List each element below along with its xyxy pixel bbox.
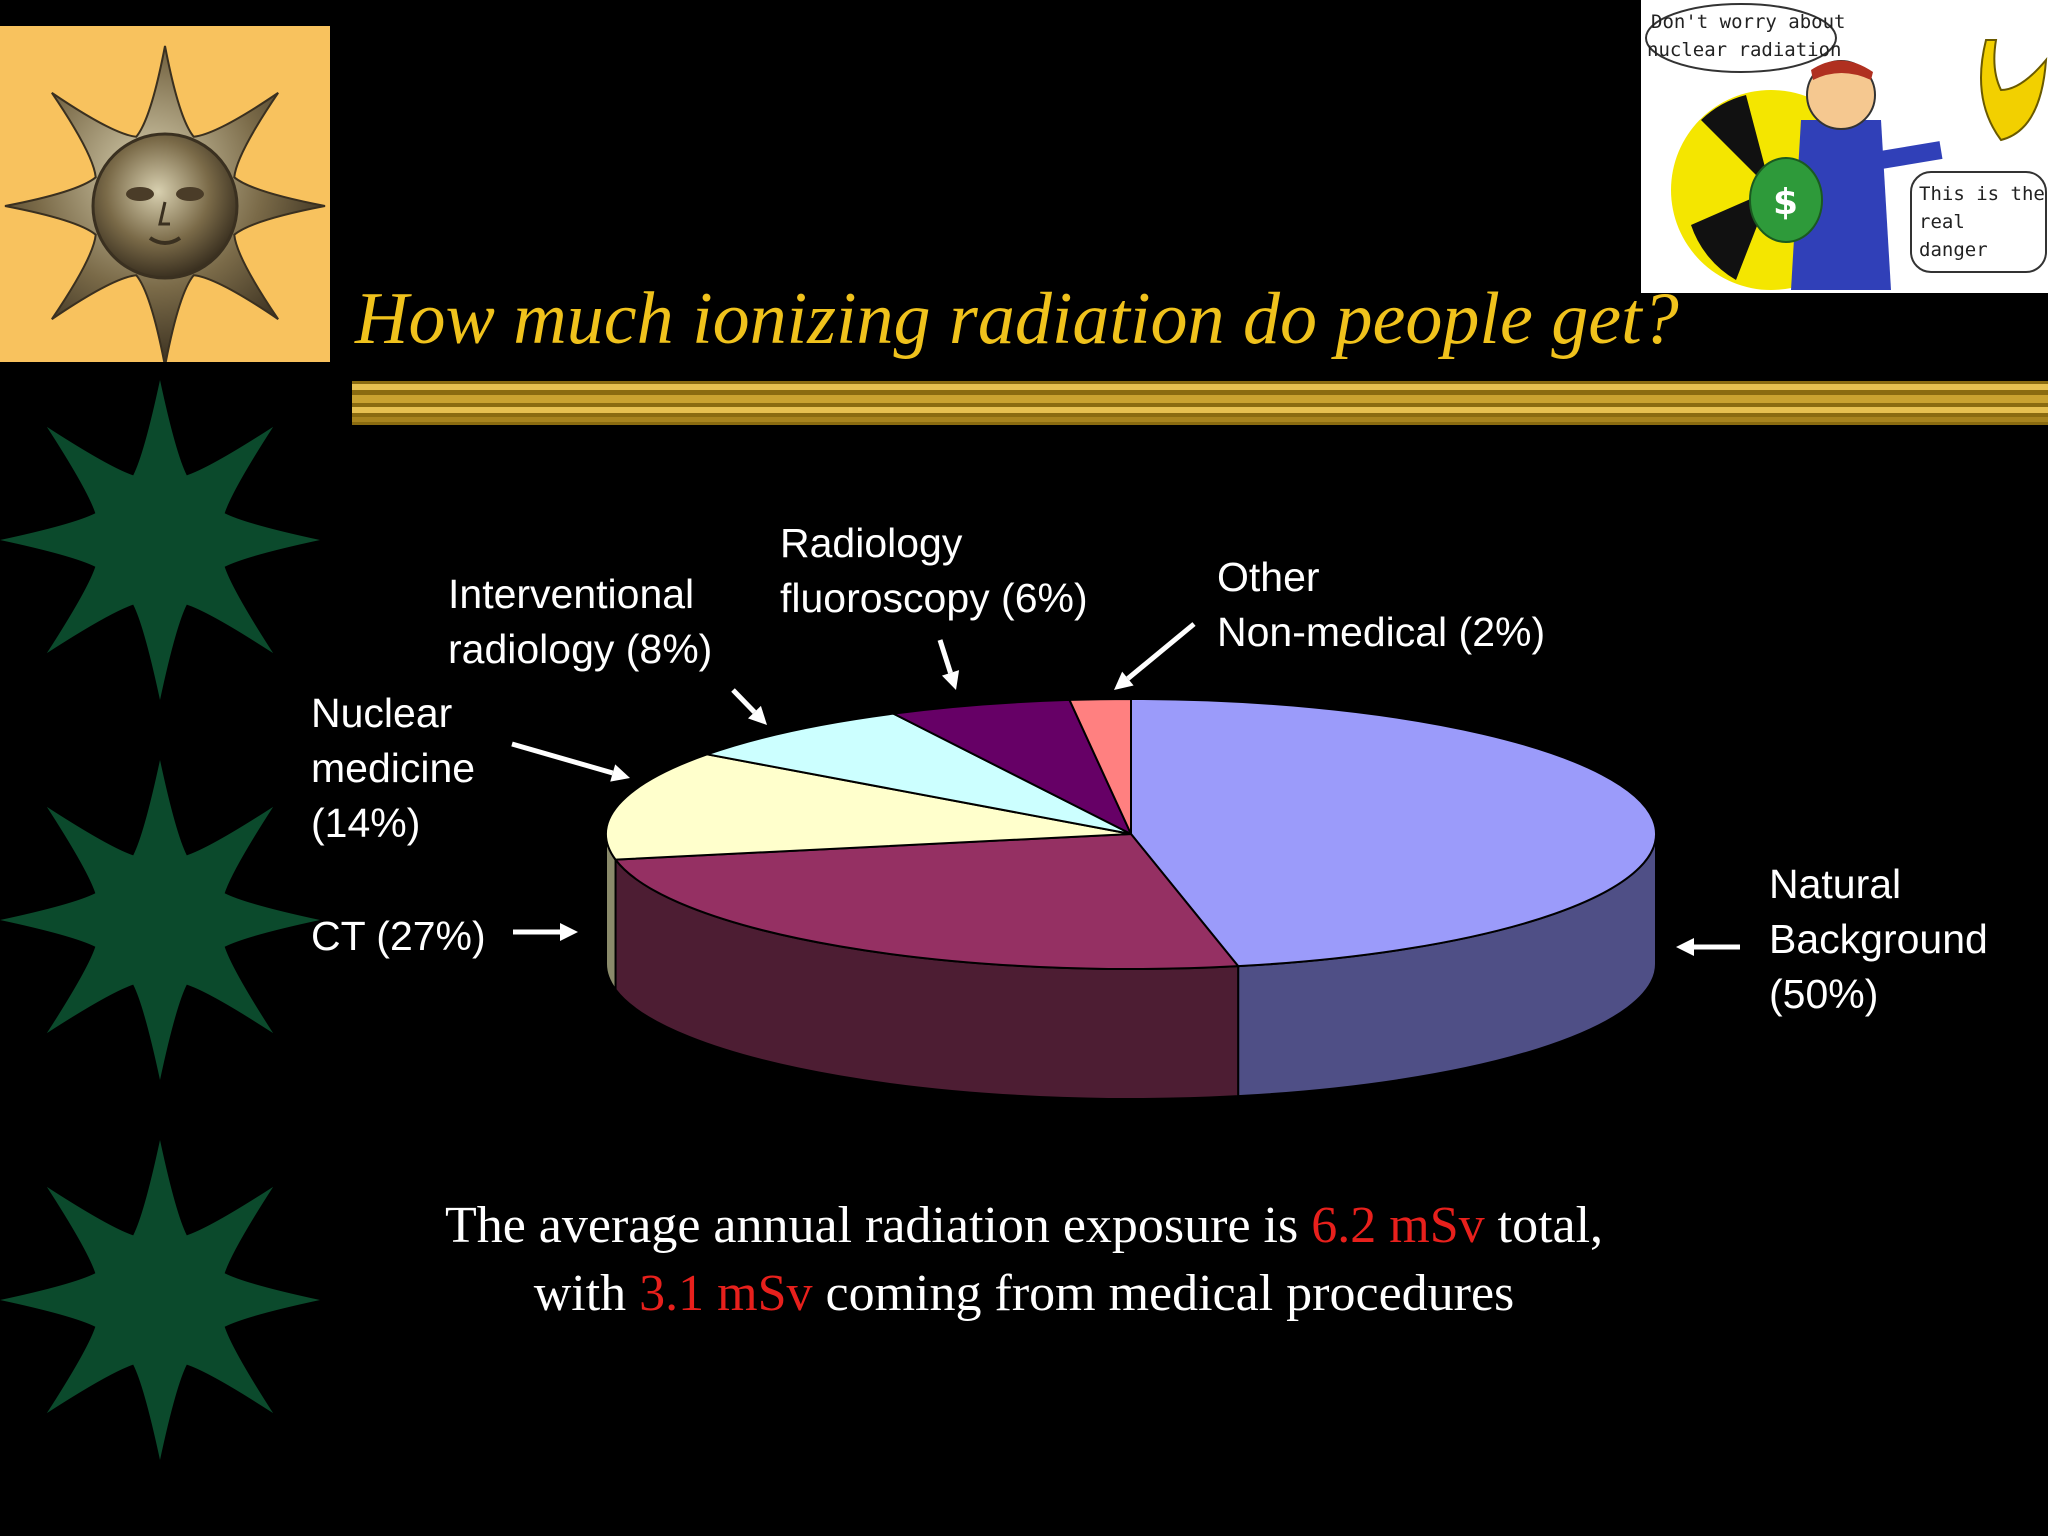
caption-line-1: The average annual radiation exposure is… <box>0 1192 2048 1260</box>
banana-line-2: real <box>1919 211 1965 233</box>
green-star-icon <box>0 760 320 1080</box>
cartoon-image: Don't worry about nuclear radiation $ Th… <box>1641 0 2048 293</box>
label-line: radiology (8%) <box>448 626 713 672</box>
label-line: Nuclear <box>311 690 453 736</box>
label-line: Natural <box>1769 861 1902 907</box>
label-nuclear-medicine: Nuclear medicine (14%) <box>311 686 475 851</box>
label-natural-background: Natural Background (50%) <box>1769 857 1988 1022</box>
arrow-natural-background <box>1676 938 1740 956</box>
caption-line-2: with 3.1 mSv coming from medical procedu… <box>0 1260 2048 1328</box>
man-suit <box>1791 120 1891 290</box>
label-line: medicine <box>311 745 476 791</box>
banana-bubble <box>1910 171 2047 273</box>
pie-chart <box>511 622 1740 1100</box>
label-line: Interventional <box>448 571 695 617</box>
pie-slice-radiology-fluoroscopy <box>889 698 1134 837</box>
label-ct: CT (27%) <box>311 909 486 964</box>
banana-line-3: danger <box>1919 239 1988 261</box>
speech-line-2: nuclear radiation <box>1647 39 1841 61</box>
label-line: Non-medical (2%) <box>1217 609 1546 655</box>
money-bag-icon <box>1749 157 1823 243</box>
arrow-interventional-radiology <box>731 688 767 725</box>
speech-line-1: Don't worry about <box>1651 11 1845 33</box>
label-line: Other <box>1217 554 1320 600</box>
speech-bubble <box>1645 3 1837 73</box>
caption-text: coming from medical procedures <box>812 1265 1515 1322</box>
label-line: Background <box>1769 916 1988 962</box>
title-underline-bar <box>352 381 2048 425</box>
green-star-icon <box>0 380 320 700</box>
label-line: CT (27%) <box>311 913 486 959</box>
dollar-sign: $ <box>1773 182 1798 223</box>
caption-highlight-medical: 3.1 mSv <box>639 1265 813 1322</box>
decorative-stars <box>0 380 320 1460</box>
cartoon-illustration: Don't worry about nuclear radiation $ Th… <box>1645 3 2048 290</box>
banana-icon <box>1980 39 2048 142</box>
label-radiology-fluoroscopy: Radiology fluoroscopy (6%) <box>780 516 1088 626</box>
arrow-ct <box>513 923 578 941</box>
banana-line-1: This is the <box>1919 183 2045 205</box>
arrow-other-non-medical <box>1114 622 1196 690</box>
caption: The average annual radiation exposure is… <box>0 1192 2048 1328</box>
label-line: fluoroscopy (6%) <box>780 575 1088 621</box>
pie-slice-nuclear-medicine <box>605 753 1132 861</box>
label-interventional-radiology: Interventional radiology (8%) <box>448 567 712 677</box>
label-line: (50%) <box>1769 971 1879 1017</box>
green-star-icon <box>0 1140 320 1460</box>
label-line: Radiology <box>780 520 963 566</box>
caption-text: with <box>533 1265 640 1322</box>
pie-slice-natural-background <box>1130 697 1657 968</box>
caption-text: total, <box>1484 1197 1604 1254</box>
caption-highlight-total: 6.2 mSv <box>1311 1197 1485 1254</box>
radiation-icon <box>1701 95 1771 190</box>
arrow-radiology-fluoroscopy <box>937 639 960 690</box>
slide-title: How much ionizing radiation do people ge… <box>355 278 1679 360</box>
pie-slice-ct <box>613 832 1241 970</box>
label-line: (14%) <box>311 800 421 846</box>
arrow-nuclear-medicine <box>511 741 630 782</box>
pie-slice-other-non-medical <box>1067 697 1132 835</box>
caption-text: The average annual radiation exposure is <box>444 1197 1312 1254</box>
label-other-non-medical: Other Non-medical (2%) <box>1217 550 1545 660</box>
pie-slice-interventional-radiology <box>703 712 1132 835</box>
